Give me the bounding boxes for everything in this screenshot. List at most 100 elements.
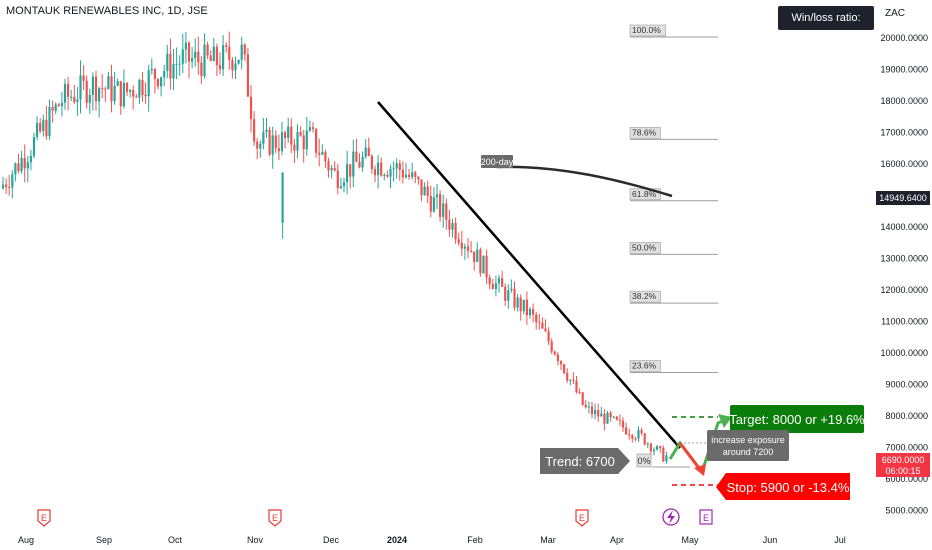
candle[interactable] xyxy=(578,388,581,395)
candle[interactable] xyxy=(386,170,389,179)
candle[interactable] xyxy=(333,161,336,172)
candle[interactable] xyxy=(550,338,553,355)
candle[interactable] xyxy=(184,31,187,64)
candle[interactable] xyxy=(491,278,494,290)
candle[interactable] xyxy=(324,149,327,168)
candle[interactable] xyxy=(411,162,414,180)
candle[interactable] xyxy=(395,158,398,179)
drawings[interactable]: 0% 200-day Target: 8000 or +19.6% Stop: … xyxy=(377,101,865,500)
candle[interactable] xyxy=(507,284,510,309)
candle[interactable] xyxy=(11,170,14,199)
candle[interactable] xyxy=(26,155,29,183)
candle[interactable] xyxy=(659,445,662,453)
candle[interactable] xyxy=(280,121,284,156)
candle[interactable] xyxy=(107,71,110,90)
candle[interactable] xyxy=(212,37,215,62)
candle[interactable] xyxy=(23,144,26,183)
candle[interactable] xyxy=(482,255,485,274)
dividend-marker[interactable] xyxy=(662,508,680,526)
candle[interactable] xyxy=(339,177,342,190)
candle[interactable] xyxy=(125,82,129,97)
candle[interactable] xyxy=(532,303,535,323)
candle[interactable] xyxy=(110,64,113,113)
candle[interactable] xyxy=(401,161,404,184)
candle[interactable] xyxy=(336,163,339,195)
candle[interactable] xyxy=(274,130,277,153)
candle[interactable] xyxy=(181,33,184,73)
candle[interactable] xyxy=(144,82,147,104)
candle[interactable] xyxy=(618,414,621,427)
candle[interactable] xyxy=(293,138,296,163)
candle[interactable] xyxy=(652,447,656,456)
candle[interactable] xyxy=(476,242,479,263)
candle[interactable] xyxy=(346,150,349,195)
time-axis[interactable]: Aug Sep Oct Nov Dec 2024 Feb Mar Apr May Jun Jul xyxy=(18,535,846,545)
candle[interactable] xyxy=(594,403,597,420)
candle[interactable] xyxy=(70,89,73,102)
candle[interactable] xyxy=(541,317,544,329)
candle[interactable] xyxy=(318,138,321,167)
candle[interactable] xyxy=(535,311,538,330)
candle[interactable] xyxy=(563,363,566,375)
candle[interactable] xyxy=(249,85,253,133)
candle[interactable] xyxy=(54,102,57,115)
target-callout[interactable]: Target: 8000 or +19.6% xyxy=(729,405,865,433)
candle[interactable] xyxy=(225,42,228,53)
candle[interactable] xyxy=(544,319,547,333)
candle[interactable] xyxy=(525,291,528,325)
candle[interactable] xyxy=(603,409,606,431)
candle[interactable] xyxy=(218,52,222,75)
candle[interactable] xyxy=(85,75,88,109)
candle[interactable] xyxy=(597,403,600,422)
earnings-marker[interactable]: E xyxy=(575,509,589,527)
candle[interactable] xyxy=(587,401,590,414)
candle[interactable] xyxy=(163,64,166,87)
candle[interactable] xyxy=(246,47,249,98)
candle[interactable] xyxy=(423,182,426,196)
candle[interactable] xyxy=(621,417,625,433)
candle[interactable] xyxy=(101,73,104,99)
candle[interactable] xyxy=(432,187,435,213)
candle[interactable] xyxy=(547,327,550,345)
candle[interactable] xyxy=(20,150,23,174)
candle[interactable] xyxy=(665,451,668,464)
candle[interactable] xyxy=(643,432,646,446)
candle[interactable] xyxy=(559,360,563,371)
candle[interactable] xyxy=(271,126,274,169)
candle[interactable] xyxy=(572,372,575,384)
candle[interactable] xyxy=(426,180,429,204)
candle[interactable] xyxy=(556,352,559,366)
candle[interactable] xyxy=(311,122,315,133)
candle[interactable] xyxy=(88,88,91,114)
candle[interactable] xyxy=(265,117,268,138)
candle[interactable] xyxy=(358,153,361,169)
candle[interactable] xyxy=(281,172,284,239)
candle[interactable] xyxy=(553,350,556,356)
candle[interactable] xyxy=(259,140,262,158)
candle[interactable] xyxy=(445,198,448,230)
candle[interactable] xyxy=(197,36,200,75)
candle[interactable] xyxy=(116,78,119,87)
candle[interactable] xyxy=(76,87,79,116)
candle[interactable] xyxy=(45,105,48,140)
candle[interactable] xyxy=(646,442,649,449)
candle[interactable] xyxy=(479,247,482,277)
candlestick-series[interactable] xyxy=(1,31,668,464)
candle[interactable] xyxy=(380,157,383,177)
candle[interactable] xyxy=(268,126,271,157)
candle[interactable] xyxy=(135,93,138,98)
candle[interactable] xyxy=(504,283,507,307)
candle[interactable] xyxy=(17,153,20,174)
candle[interactable] xyxy=(104,86,107,102)
candle[interactable] xyxy=(32,132,36,159)
candle[interactable] xyxy=(48,99,51,140)
candle[interactable] xyxy=(522,299,525,315)
candle[interactable] xyxy=(609,410,612,422)
trend-callout[interactable]: Trend: 6700 xyxy=(540,448,630,474)
candle[interactable] xyxy=(513,281,516,311)
candle[interactable] xyxy=(175,47,178,80)
candle[interactable] xyxy=(51,100,54,123)
candle[interactable] xyxy=(153,67,156,94)
candle[interactable] xyxy=(566,368,569,384)
candle[interactable] xyxy=(414,170,417,184)
